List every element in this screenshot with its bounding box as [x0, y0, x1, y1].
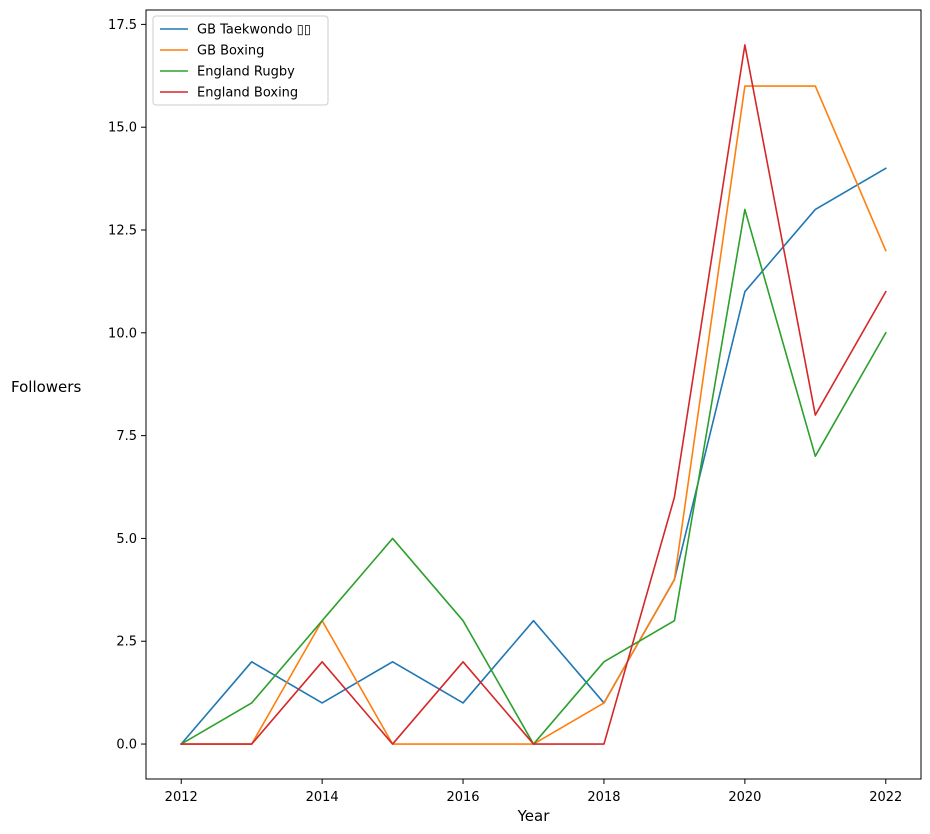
- y-axis-label: Followers: [11, 378, 81, 396]
- legend: GB Taekwondo ▯▯ GB Boxing England Rugby Eng…: [152, 15, 329, 106]
- y-tick-label: 2.5: [116, 635, 137, 650]
- y-axis: 0.0 2.5 5.0 7.5 10.0 12.5 15.0 17.5: [108, 18, 146, 753]
- series-layer: [180, 44, 887, 746]
- x-tick-label: 2020: [728, 790, 761, 805]
- legend-entry-label: England Rugby: [197, 65, 295, 80]
- y-tick-label: 17.5: [108, 18, 137, 33]
- x-tick-label: 2012: [165, 790, 198, 805]
- x-tick-label: 2018: [587, 790, 620, 805]
- y-tick-label: 12.5: [108, 224, 137, 239]
- plot-area-frame: [145, 9, 922, 780]
- series-line-england-boxing: [180, 44, 887, 745]
- y-tick-label: 5.0: [116, 532, 137, 547]
- legend-entry-label: GB Taekwondo ▯▯: [197, 23, 311, 38]
- x-tick-label: 2014: [306, 790, 339, 805]
- y-tick-label: 7.5: [116, 429, 137, 444]
- x-tick-label: 2022: [869, 790, 902, 805]
- y-tick-label: 0.0: [116, 738, 137, 753]
- x-tick-label: 2016: [446, 790, 479, 805]
- x-axis-label: Year: [517, 807, 551, 825]
- legend-entry-label: GB Boxing: [197, 44, 264, 59]
- legend-frame: [152, 15, 329, 106]
- x-axis: 2012 2014 2016 2018 2020 2022: [165, 779, 902, 805]
- legend-entry-label: England Boxing: [197, 86, 298, 101]
- y-tick-label: 10.0: [108, 326, 137, 341]
- y-tick-label: 15.0: [108, 121, 137, 136]
